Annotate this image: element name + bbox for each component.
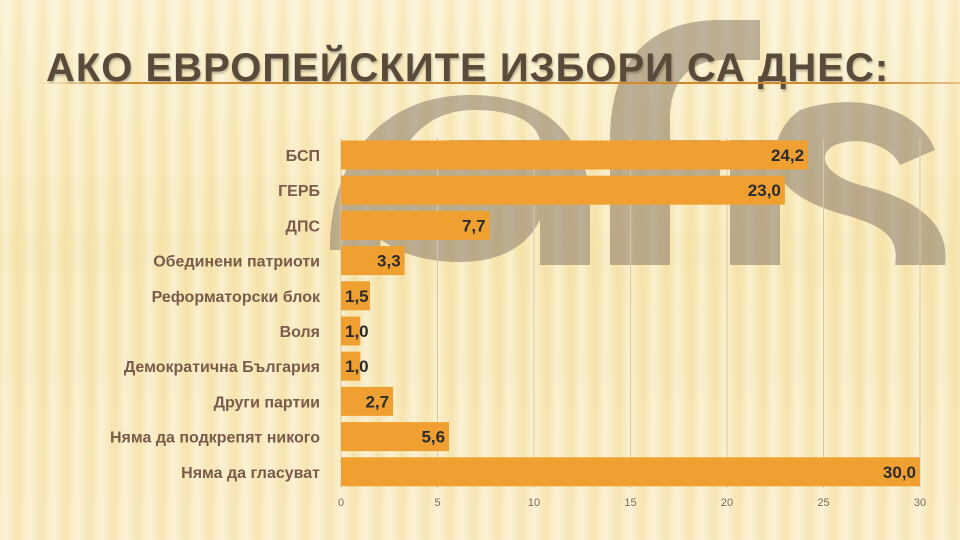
category-label: БСП [286,148,320,165]
data-label: 30,0 [883,463,916,482]
category-label: Обединени патриоти [153,254,320,271]
bar [341,422,450,452]
data-label: 7,7 [462,216,486,235]
bar [341,457,920,487]
data-label: 1,5 [345,287,369,306]
chart-value-labels: 24,2 23,0 7,7 3,3 1,5 1,0 1,0 2,7 5,6 30,0 [345,146,916,482]
category-label: Воля [280,324,320,341]
bar [341,316,361,346]
x-tick-label: 5 [434,497,440,509]
data-label: 1,0 [345,357,369,376]
bar [341,281,370,311]
category-label: ГЕРБ [278,183,320,200]
chart-x-axis-ticks: 0 5 10 15 20 25 30 [338,497,926,509]
x-tick-label: 20 [721,497,733,509]
x-tick-label: 0 [338,497,344,509]
data-label: 24,2 [771,146,804,165]
data-label: 5,6 [421,428,445,447]
chart-bars [341,140,920,487]
category-label: Други партии [214,394,320,411]
category-label: Реформаторски блок [152,289,321,306]
bar [341,210,490,240]
x-tick-label: 15 [624,497,636,509]
x-tick-label: 25 [817,497,829,509]
bar [341,351,361,381]
category-label: Няма да подкрепят никого [110,430,320,447]
data-label: 23,0 [748,181,781,200]
category-label: ДПС [286,218,321,235]
data-label: 1,0 [345,322,369,341]
x-tick-label: 10 [528,497,540,509]
x-tick-label: 30 [914,497,926,509]
data-label: 2,7 [365,392,389,411]
bar [341,386,394,416]
category-label: Демократична България [124,359,320,376]
category-label: Няма да гласуват [181,465,320,482]
bar [341,175,785,205]
bar [341,140,809,170]
bar [341,246,405,276]
chart-category-labels: БСП ГЕРБ ДПС Обединени патриоти Реформаторск… [110,148,321,482]
title-underline [40,82,960,84]
data-label: 3,3 [377,252,401,271]
